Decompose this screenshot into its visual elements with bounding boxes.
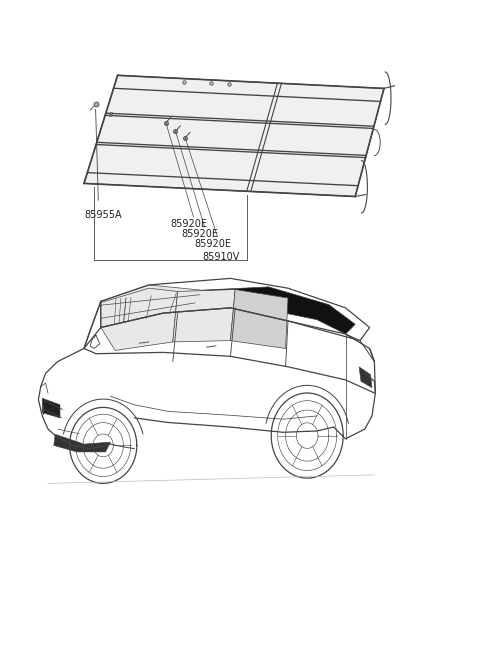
Polygon shape — [42, 398, 60, 418]
Polygon shape — [101, 288, 178, 350]
Polygon shape — [173, 290, 235, 342]
Text: 85955A: 85955A — [84, 210, 121, 219]
Text: 85920E: 85920E — [170, 219, 207, 229]
Polygon shape — [192, 287, 355, 334]
Polygon shape — [84, 75, 384, 196]
Polygon shape — [230, 290, 288, 348]
Polygon shape — [101, 285, 202, 328]
Polygon shape — [359, 367, 372, 388]
Text: 85920E: 85920E — [181, 229, 218, 239]
Text: 85910V: 85910V — [202, 252, 240, 262]
Polygon shape — [54, 434, 110, 452]
Text: 85920E: 85920E — [194, 239, 231, 249]
